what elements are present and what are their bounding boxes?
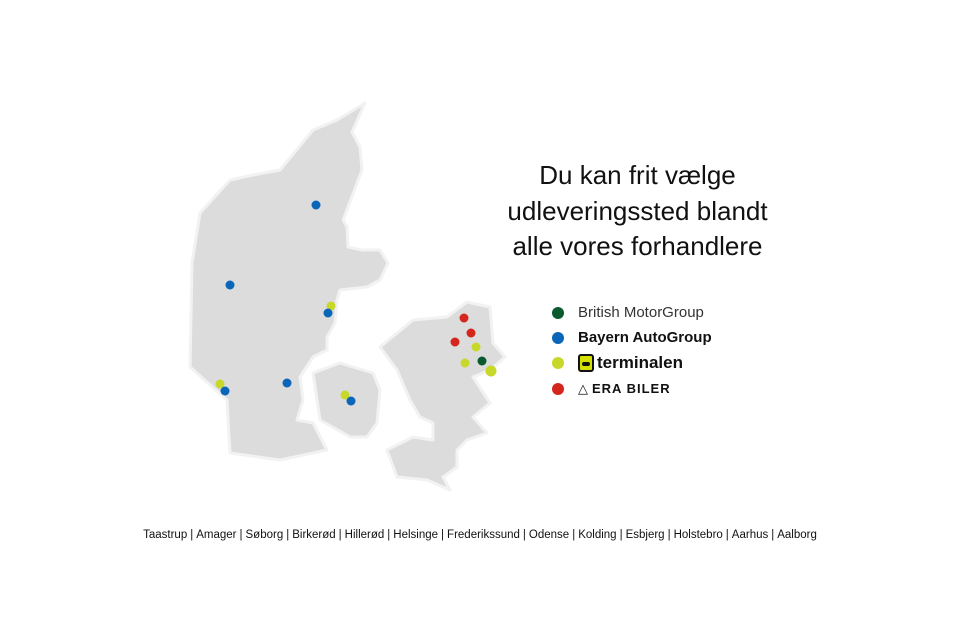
legend-item-bayern-autogroup: Bayern AutoGroup: [552, 325, 712, 350]
legend-item-british-motorgroup: British MotorGroup: [552, 300, 712, 325]
city-name: Amager: [196, 529, 237, 541]
dealer-marker: [326, 301, 336, 311]
green-dot-icon: [552, 306, 564, 319]
dealer-marker: [466, 328, 476, 338]
dealer-marker: [323, 308, 333, 318]
dealer-marker: [450, 337, 460, 347]
legend-label: terminalen: [597, 353, 683, 373]
jutland-region: [188, 101, 390, 462]
dealer-legend: British MotorGroup Bayern AutoGroup term…: [552, 300, 712, 401]
era-triangle-logo-icon: △: [578, 380, 588, 396]
dealer-marker: [225, 280, 235, 290]
headline-line-2: udleveringssted blandt: [507, 195, 768, 226]
city-name: Holstebro: [673, 529, 723, 541]
legend-item-era-biler: △ ERA BILER: [552, 376, 712, 401]
city-name: Aarhus: [731, 529, 769, 541]
headline-line-3: alle vores forhandlere: [512, 231, 763, 261]
city-name: Odense: [528, 529, 570, 541]
city-separator: |: [771, 529, 775, 541]
headline-line-1: Du kan frit vælge: [539, 160, 736, 190]
city-name: Helsinge: [393, 529, 439, 541]
zealand-region: [378, 300, 507, 492]
city-name: Aalborg: [777, 529, 817, 541]
city-name: Frederikssund: [447, 529, 520, 541]
legend-label: ERA BILER: [592, 381, 671, 397]
city-separator: |: [286, 529, 290, 541]
city-separator: |: [338, 529, 342, 541]
city-name: Taastrup: [143, 529, 188, 541]
city-name: Esbjerg: [625, 529, 665, 541]
city-separator: |: [441, 529, 445, 541]
city-name: Hillerød: [344, 529, 385, 541]
legend-item-terminalen: terminalen: [552, 351, 712, 376]
dealer-marker: [311, 200, 321, 210]
yellow-dot-icon: [552, 357, 564, 370]
dealer-marker: [215, 379, 225, 389]
city-separator: |: [387, 529, 391, 541]
city-separator: |: [619, 529, 623, 541]
legend-label: British MotorGroup: [578, 304, 704, 322]
dealer-marker: [340, 390, 350, 400]
city-list: Taastrup | Amager | Søborg | Birkerød | Hillerød…: [0, 529, 960, 541]
funen-region: [311, 361, 382, 439]
dealer-marker: [485, 365, 497, 377]
legend-label: Bayern AutoGroup: [578, 329, 712, 347]
dealer-marker: [220, 386, 230, 396]
headline: Du kan frit vælge udleveringssted blandt…: [470, 158, 805, 265]
city-name: Birkerød: [292, 529, 336, 541]
dealer-marker: [477, 356, 487, 366]
dealer-marker: [460, 358, 470, 368]
city-separator: |: [572, 529, 576, 541]
city-separator: |: [239, 529, 243, 541]
dealer-marker: [282, 378, 292, 388]
city-separator: |: [725, 529, 729, 541]
red-dot-icon: [552, 382, 564, 395]
city-name: Søborg: [245, 529, 284, 541]
terminalen-logo-icon: [578, 354, 594, 373]
city-separator: |: [190, 529, 194, 541]
dealer-marker: [346, 396, 356, 406]
dealer-marker: [471, 342, 481, 352]
city-separator: |: [522, 529, 526, 541]
blue-dot-icon: [552, 331, 564, 344]
dealer-marker: [459, 313, 469, 323]
city-separator: |: [667, 529, 671, 541]
city-name: Kolding: [578, 529, 617, 541]
